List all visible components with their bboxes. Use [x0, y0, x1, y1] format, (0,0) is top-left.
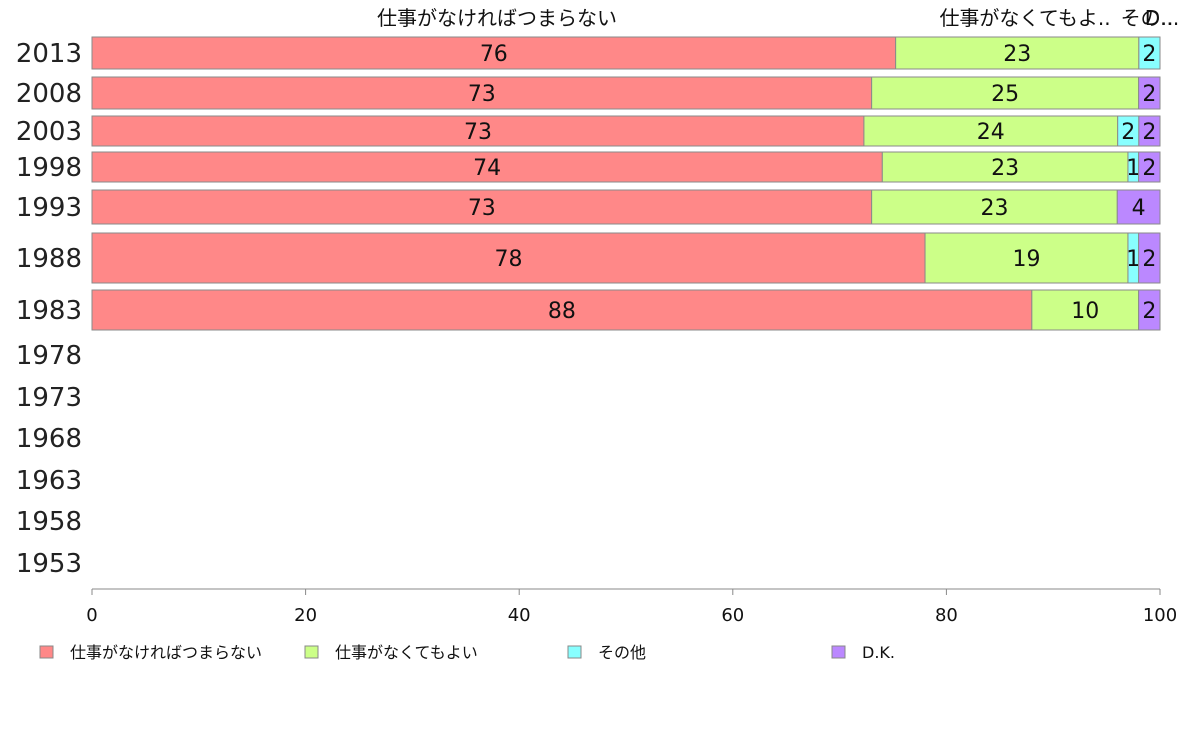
data-label-2003-series-3: 2 — [1142, 120, 1156, 145]
bar-2013-series-2 — [1138, 36, 1161, 70]
bar-2008-series-1 — [871, 76, 1140, 110]
legend-swatch-3 — [831, 645, 846, 659]
header-label-2: その.. — [1121, 6, 1174, 30]
bar-1983-series-3 — [1138, 289, 1161, 331]
legend-label-3: D.K. — [862, 643, 895, 662]
data-label-1993-series-1: 23 — [980, 196, 1008, 221]
data-label-1983-series-0: 88 — [548, 299, 576, 324]
legend-swatch-2 — [567, 645, 582, 659]
bar-2008-series-3 — [1138, 76, 1161, 110]
x-tick-label-40: 40 — [508, 605, 531, 626]
data-label-1998-series-3: 2 — [1142, 156, 1156, 181]
data-label-2003-series-1: 24 — [977, 120, 1005, 145]
bar-2003-series-1 — [863, 115, 1119, 147]
x-tick-label-0: 0 — [86, 605, 97, 626]
header-label-0: 仕事がなければつまらない — [377, 6, 617, 30]
data-label-2008-series-1: 25 — [991, 82, 1019, 107]
year-label-1998: 1998 — [16, 153, 82, 183]
legend-swatch-0 — [39, 645, 54, 659]
data-label-2013-series-2: 2 — [1142, 42, 1156, 67]
bar-1993-series-3 — [1116, 189, 1161, 225]
data-label-2013-series-1: 23 — [1003, 42, 1031, 67]
bar-2003-series-0 — [91, 115, 865, 147]
data-label-2013-series-0: 76 — [480, 42, 508, 67]
data-label-1983-series-3: 2 — [1142, 299, 1156, 324]
bar-1988-series-3 — [1138, 232, 1161, 284]
year-label-1953: 1953 — [16, 549, 82, 579]
legend-swatch-1 — [304, 645, 319, 659]
data-label-1988-series-2: 1 — [1126, 247, 1140, 272]
bar-1998-series-0 — [91, 151, 883, 183]
x-tick-label-20: 20 — [294, 605, 317, 626]
x-tick-label-100: 100 — [1143, 605, 1177, 626]
legend-label-1: 仕事がなくてもよい — [335, 643, 478, 662]
data-label-1993-series-3: 4 — [1132, 196, 1146, 221]
bar-1998-series-1 — [881, 151, 1129, 183]
data-label-1993-series-0: 73 — [468, 196, 496, 221]
year-label-1983: 1983 — [16, 296, 82, 326]
bar-1993-series-0 — [91, 189, 873, 225]
year-label-1963: 1963 — [16, 466, 82, 496]
year-label-2013: 2013 — [16, 39, 82, 69]
year-label-2008: 2008 — [16, 79, 82, 109]
year-label-1958: 1958 — [16, 507, 82, 537]
data-label-1998-series-2: 1 — [1126, 156, 1140, 181]
bar-2003-series-3 — [1138, 115, 1161, 147]
data-label-2008-series-3: 2 — [1142, 82, 1156, 107]
legend-label-2: その他 — [598, 643, 646, 662]
year-label-1973: 1973 — [16, 383, 82, 413]
bar-1998-series-3 — [1138, 151, 1161, 183]
year-label-1978: 1978 — [16, 341, 82, 371]
x-tick-label-80: 80 — [935, 605, 958, 626]
data-label-1988-series-1: 19 — [1013, 247, 1041, 272]
data-label-1988-series-0: 78 — [495, 247, 523, 272]
bar-1988-series-0 — [91, 232, 926, 284]
data-label-1998-series-1: 23 — [991, 156, 1019, 181]
data-label-2003-series-0: 73 — [464, 120, 492, 145]
x-tick-label-60: 60 — [721, 605, 744, 626]
header-label-1: 仕事がなくてもよ.. — [939, 6, 1110, 30]
year-label-1993: 1993 — [16, 193, 82, 223]
header-label-3: D... — [1145, 6, 1179, 30]
year-label-1968: 1968 — [16, 424, 82, 454]
data-label-1988-series-3: 2 — [1142, 247, 1156, 272]
data-label-2008-series-0: 73 — [468, 82, 496, 107]
legend-label-0: 仕事がなければつまらない — [70, 643, 262, 662]
year-label-2003: 2003 — [16, 117, 82, 147]
year-label-1988: 1988 — [16, 244, 82, 274]
bar-2013-series-0 — [91, 36, 897, 70]
data-label-1998-series-0: 74 — [473, 156, 501, 181]
bar-2013-series-1 — [895, 36, 1140, 70]
bar-1993-series-1 — [871, 189, 1118, 225]
data-label-1983-series-1: 10 — [1071, 299, 1099, 324]
data-label-2003-series-2: 2 — [1121, 120, 1135, 145]
